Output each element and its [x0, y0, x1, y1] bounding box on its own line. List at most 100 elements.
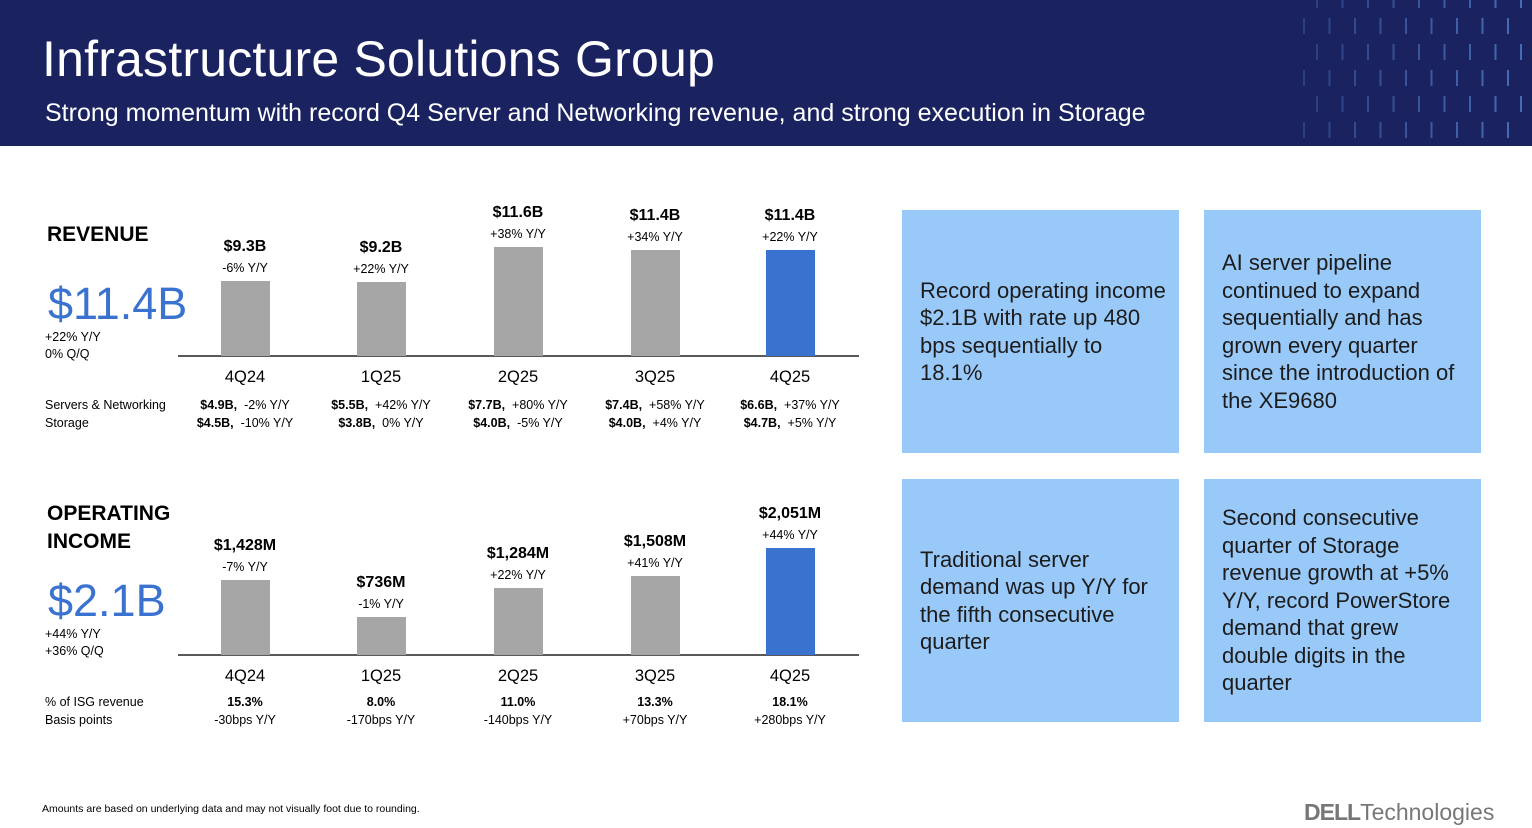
- bar-yoy-label: +41% Y/Y: [627, 556, 683, 571]
- basis-points: +70bps Y/Y: [622, 713, 688, 727]
- footnote: Amounts are based on underlying data and…: [42, 803, 420, 815]
- row-label-storage: Storage: [45, 416, 89, 430]
- revenue-headline: $11.4B: [48, 278, 188, 329]
- bar-2q25: [494, 587, 543, 655]
- bar-yoy-label: -1% Y/Y: [358, 596, 404, 611]
- page-subtitle: Strong momentum with record Q4 Server an…: [45, 99, 1146, 127]
- pct-of-revenue: 13.3%: [637, 695, 673, 709]
- bar-yoy-label: -6% Y/Y: [222, 260, 268, 275]
- opinc-headline: $2.1B: [48, 575, 166, 626]
- pct-of-revenue: 11.0%: [500, 695, 536, 709]
- bar-value-label: $9.3B: [223, 237, 267, 255]
- bar-yoy-label: +22% Y/Y: [762, 229, 818, 244]
- servers-change: +58% Y/Y: [649, 398, 705, 412]
- bar-3q25: [631, 249, 680, 356]
- x-tick-label: 4Q24: [224, 667, 266, 685]
- header: Infrastructure Solutions Group Strong mo…: [0, 0, 1532, 146]
- x-tick-label: 4Q25: [769, 667, 811, 685]
- logo-brand: DELL: [1304, 799, 1361, 825]
- bar-4q25: [766, 249, 815, 356]
- servers-value: $4.9B, -2% Y/Y: [170, 396, 320, 414]
- x-tick-label: 1Q25: [360, 368, 402, 386]
- x-tick-label: 4Q24: [224, 368, 266, 386]
- pct-of-revenue: 8.0%: [366, 695, 396, 709]
- logo-suffix: Technologies: [1360, 799, 1495, 825]
- x-tick-label: 2Q25: [497, 667, 539, 685]
- bar-yoy-label: +34% Y/Y: [627, 229, 683, 244]
- callout-text: Traditional server demand was up Y/Y for…: [920, 546, 1148, 655]
- servers-change: +37% Y/Y: [784, 398, 840, 412]
- servers-amount: $4.9B,: [200, 398, 238, 412]
- bar-yoy-label: -7% Y/Y: [222, 560, 268, 575]
- opinc-title-line2: INCOME: [47, 530, 131, 553]
- bar-yoy-label: +38% Y/Y: [490, 226, 546, 241]
- callout-box: Record operating income $2.1B with rate …: [902, 210, 1179, 453]
- storage-value: $4.7B, +5% Y/Y: [715, 414, 865, 432]
- x-tick-label: 4Q25: [769, 368, 811, 386]
- bar-yoy-label: +22% Y/Y: [490, 567, 546, 582]
- basis-points: -170bps Y/Y: [346, 713, 416, 727]
- servers-value: $7.7B, +80% Y/Y: [443, 396, 593, 414]
- storage-value: $4.0B, -5% Y/Y: [443, 414, 593, 432]
- bar-value-label: $1,428M: [213, 537, 277, 555]
- x-tick-label: 3Q25: [634, 667, 676, 685]
- bar-yoy-label: +44% Y/Y: [762, 527, 818, 542]
- revenue-yoy: +22% Y/Y: [45, 330, 101, 344]
- bar-value-label: $11.4B: [764, 206, 816, 224]
- servers-value: $5.5B, +42% Y/Y: [306, 396, 456, 414]
- bar-4q24: [221, 580, 270, 655]
- row-label-pct: % of ISG revenue: [45, 695, 144, 709]
- basis-points: -140bps Y/Y: [483, 713, 553, 727]
- bar-yoy-label: +22% Y/Y: [353, 262, 409, 277]
- opinc-axis: [178, 654, 859, 656]
- x-tick-label: 2Q25: [497, 368, 539, 386]
- bar-4q24: [221, 280, 270, 356]
- storage-amount: $4.0B,: [608, 416, 646, 430]
- row-label-servers: Servers & Networking: [45, 398, 166, 412]
- storage-change: -10% Y/Y: [240, 416, 294, 430]
- opinc-yoy: +44% Y/Y: [45, 627, 101, 641]
- callout-box: AI server pipeline continued to expand s…: [1204, 210, 1481, 453]
- bar-value-label: $11.4B: [629, 206, 681, 224]
- bar-value-label: $2,051M: [758, 504, 822, 522]
- servers-amount: $6.6B,: [740, 398, 778, 412]
- servers-change: +80% Y/Y: [512, 398, 568, 412]
- bar-value-label: $11.6B: [492, 203, 544, 221]
- bar-4q25: [766, 547, 815, 655]
- revenue-qoq: 0% Q/Q: [45, 347, 90, 361]
- callout-text: AI server pipeline continued to expand s…: [1222, 250, 1455, 413]
- page-title: Infrastructure Solutions Group: [42, 31, 715, 87]
- basis-points: -30bps Y/Y: [214, 713, 276, 727]
- servers-amount: $7.7B,: [468, 398, 506, 412]
- basis-points: +280bps Y/Y: [754, 713, 826, 727]
- storage-amount: $4.7B,: [743, 416, 781, 430]
- bar-value-label: $1,284M: [486, 544, 550, 562]
- servers-change: +42% Y/Y: [375, 398, 431, 412]
- revenue-title: REVENUE: [47, 223, 149, 246]
- opinc-title: OPERATING INCOME: [47, 500, 170, 556]
- servers-change: -2% Y/Y: [244, 398, 290, 412]
- storage-change: -5% Y/Y: [517, 416, 563, 430]
- storage-value: $3.8B, 0% Y/Y: [306, 414, 456, 432]
- storage-value: $4.0B, +4% Y/Y: [580, 414, 730, 432]
- pct-of-revenue: 18.1%: [772, 695, 808, 709]
- x-tick-label: 1Q25: [360, 667, 402, 685]
- servers-amount: $7.4B,: [605, 398, 643, 412]
- bar-value-label: $736M: [356, 573, 406, 591]
- bar-1q25: [357, 616, 406, 655]
- storage-value: $4.5B, -10% Y/Y: [170, 414, 320, 432]
- storage-amount: $4.0B,: [473, 416, 511, 430]
- callout-box: Traditional server demand was up Y/Y for…: [902, 479, 1179, 722]
- servers-value: $7.4B, +58% Y/Y: [580, 396, 730, 414]
- dell-technologies-logo: DELLTechnologies: [1304, 799, 1494, 826]
- bar-value-label: $1,508M: [623, 533, 687, 551]
- revenue-axis: [178, 355, 859, 357]
- pct-of-revenue: 15.3%: [227, 695, 263, 709]
- storage-amount: $3.8B,: [338, 416, 376, 430]
- x-tick-label: 3Q25: [634, 368, 676, 386]
- servers-value: $6.6B, +37% Y/Y: [715, 396, 865, 414]
- row-label-bps: Basis points: [45, 713, 113, 727]
- storage-amount: $4.5B,: [196, 416, 234, 430]
- bar-3q25: [631, 576, 680, 655]
- decorative-line-pattern: [1303, 0, 1522, 138]
